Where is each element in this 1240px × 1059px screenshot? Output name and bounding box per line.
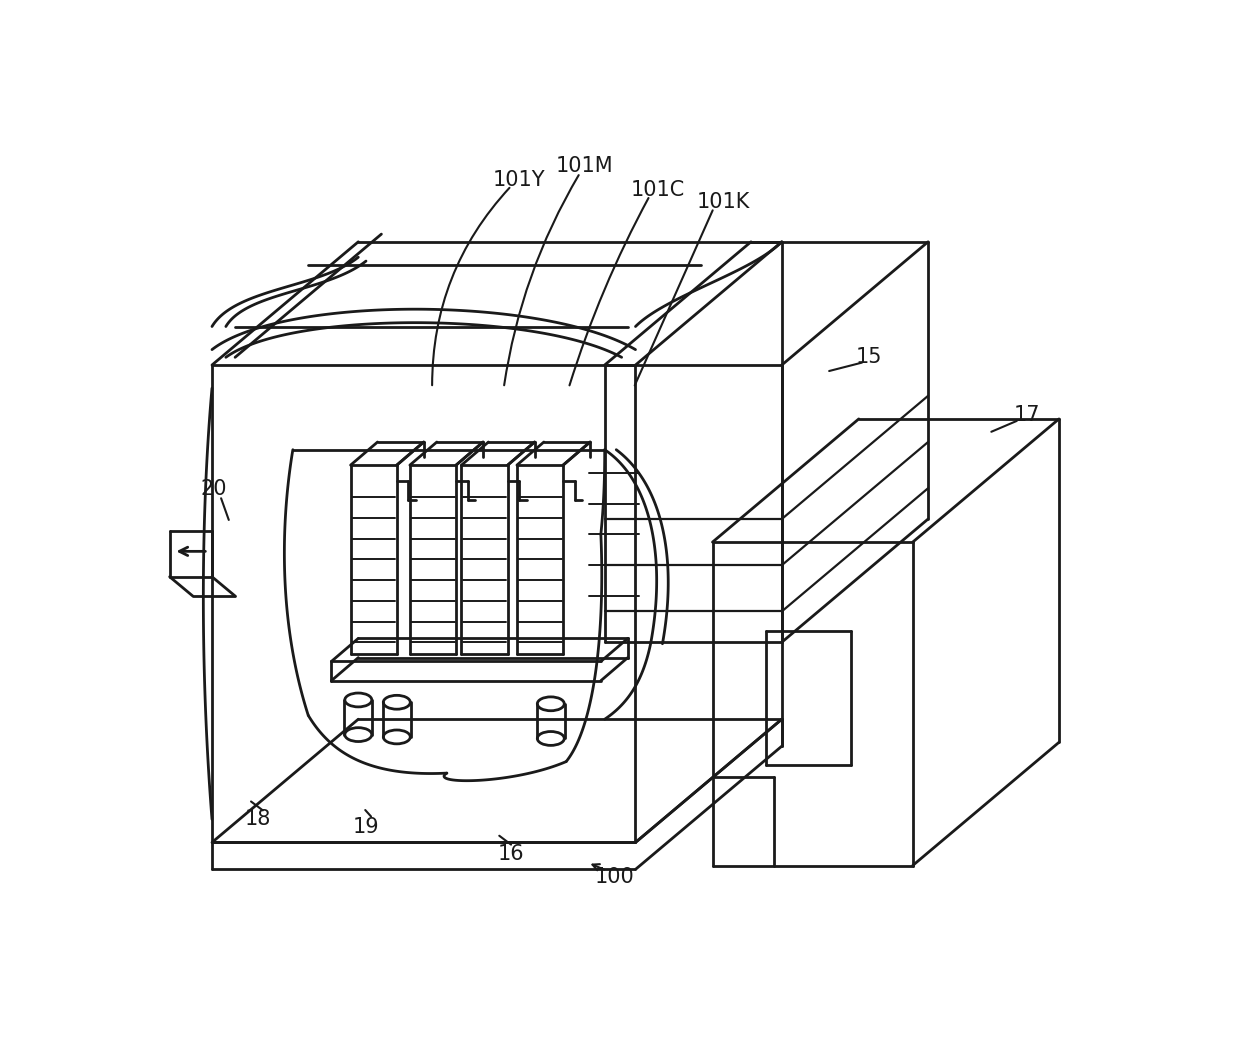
Text: 18: 18 bbox=[246, 809, 272, 828]
Text: 101K: 101K bbox=[697, 192, 750, 212]
Text: 101M: 101M bbox=[556, 157, 614, 176]
Text: 100: 100 bbox=[595, 867, 635, 887]
Text: 101Y: 101Y bbox=[492, 170, 546, 190]
Text: 15: 15 bbox=[856, 347, 883, 367]
Text: 17: 17 bbox=[1014, 405, 1040, 425]
Text: 101C: 101C bbox=[630, 180, 684, 200]
Text: 16: 16 bbox=[498, 844, 525, 864]
Text: 19: 19 bbox=[353, 816, 379, 837]
Text: 20: 20 bbox=[200, 479, 227, 499]
